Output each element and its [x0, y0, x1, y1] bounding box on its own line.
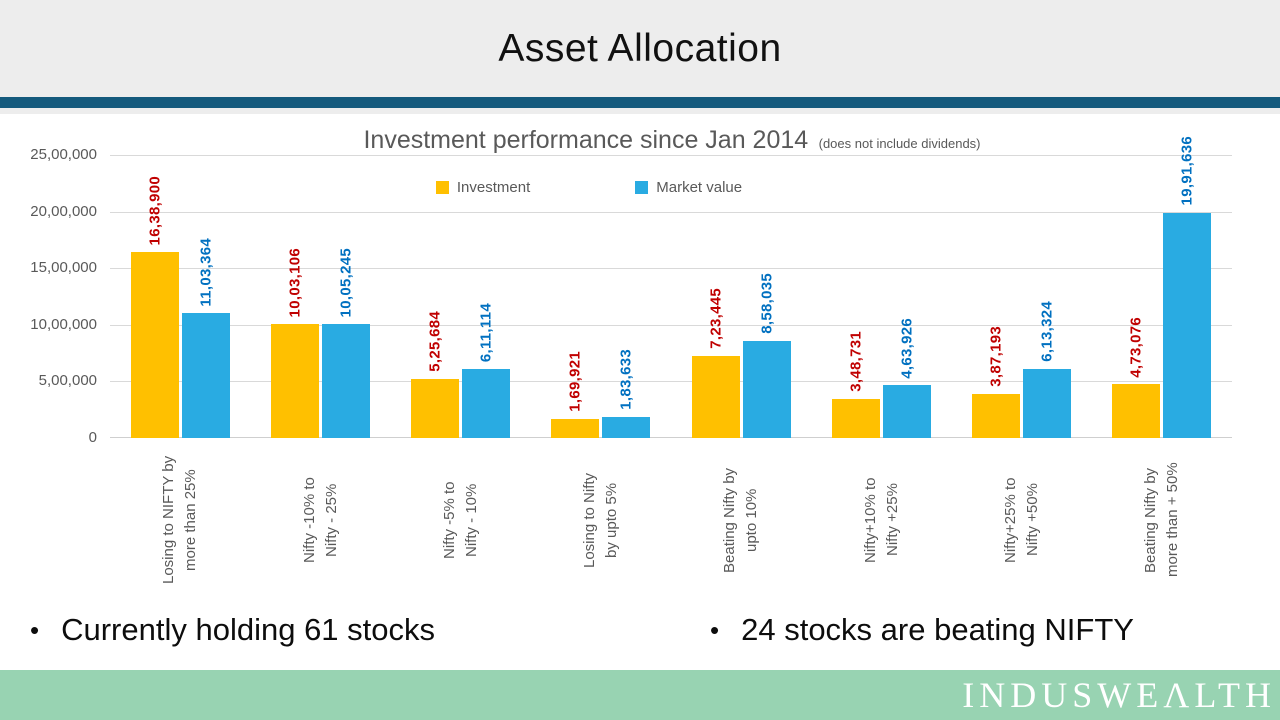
y-axis-tick-label: 15,00,000: [30, 259, 97, 277]
bar-market-value: 6,11,114: [462, 303, 511, 438]
bullet-list: • Currently holding 61 stocks • 24 stocks a…: [0, 606, 1280, 658]
chart-title-row: Investment performance since Jan 2014 (d…: [112, 126, 1232, 155]
x-axis-line: [110, 437, 1232, 438]
x-axis-category-slot: Nifty -5% to Nifty - 10%: [391, 444, 531, 596]
legend-item-market-value: Market value: [635, 179, 742, 196]
footer-banner: INDUSWEΛLTH: [0, 670, 1280, 720]
bar-investment: 3,87,193: [972, 326, 1021, 438]
header-divider: [0, 97, 1280, 108]
bar-value-label: 4,63,926: [898, 317, 916, 379]
legend-label: Investment: [456, 179, 531, 196]
induswealth-logo: INDUSWEΛLTH: [962, 670, 1280, 720]
bar-group: 5,25,684 6,11,114: [391, 155, 531, 438]
bar-value-label: 1,69,921: [566, 350, 584, 412]
slide-header: Asset Allocation: [0, 0, 1280, 97]
header-divider-shadow: [0, 108, 1280, 114]
y-axis-tick-label: 0: [88, 429, 97, 446]
gridline: [110, 268, 1232, 270]
x-axis-category-slot: Beating Nifty by more than + 50%: [1092, 444, 1232, 596]
bullet-item: • 24 stocks are beating NIFTY: [710, 612, 1134, 648]
bar-investment: 10,03,106: [270, 248, 319, 438]
bullet-text: 24 stocks are beating NIFTY: [741, 612, 1134, 647]
bar-group: 10,03,106 10,05,245: [250, 155, 390, 438]
y-axis-tick-label: 10,00,000: [30, 315, 97, 333]
gridline: [110, 324, 1232, 326]
x-axis-category-slot: Nifty -10% to Nifty - 25%: [250, 444, 390, 596]
bar-value-label: 1,83,633: [617, 349, 635, 411]
bar-market-value: 4,63,926: [882, 318, 931, 438]
bar-value-label: 11,03,364: [197, 237, 215, 307]
bar-value-label: 3,48,731: [847, 330, 865, 392]
plot-area: 16,38,900 11,03,364 10,03,106 10,05,245 5,25…: [110, 136, 1232, 438]
y-axis-tick-label: 5,00,000: [38, 372, 97, 390]
legend-swatch-investment: [435, 181, 449, 194]
bar-group: 1,69,921 1,83,633: [531, 155, 671, 438]
bullet-item: • Currently holding 61 stocks: [30, 612, 435, 648]
bar-market-value: 11,03,364: [181, 238, 230, 438]
bar-group: 3,48,731 4,63,926: [811, 155, 951, 438]
gridline: [110, 155, 1232, 156]
bar-value-label: 10,03,106: [286, 248, 304, 318]
bar-value-label: 5,25,684: [426, 310, 444, 372]
logo-text-pre: INDUSWE: [962, 675, 1164, 715]
bar-investment: 16,38,900: [130, 176, 179, 438]
bar-investment: 3,48,731: [831, 331, 880, 438]
bar-value-label: 6,11,114: [477, 302, 495, 362]
bar-group: 4,73,076 19,91,636: [1092, 136, 1232, 438]
gridline: [110, 381, 1232, 383]
bar-investment: 4,73,076: [1112, 317, 1161, 438]
x-axis-category-label: Nifty+10% to Nifty +25%: [861, 477, 901, 563]
bar-market-value: 6,13,324: [1023, 301, 1072, 438]
y-axis: 25,00,000 20,00,000 15,00,000 10,00,000 5,00…: [0, 146, 97, 446]
bar-investment: 7,23,445: [691, 288, 740, 438]
bar-group: 7,23,445 8,58,035: [671, 155, 811, 438]
bar-market-value: 10,05,245: [321, 248, 370, 438]
x-axis-category-label: Nifty -5% to Nifty - 10%: [440, 481, 480, 559]
x-axis-category-slot: Losing to Nifty by upto 5%: [531, 444, 671, 596]
x-axis-category-label: Nifty -10% to Nifty - 25%: [300, 477, 340, 563]
bar-market-value: 1,83,633: [602, 349, 651, 438]
bullet-marker: •: [30, 614, 40, 645]
bar-value-label: 19,91,636: [1178, 136, 1196, 206]
legend-swatch-market-value: [635, 181, 649, 194]
chart-title-note: (does not include dividends): [818, 136, 981, 151]
gridline: [110, 211, 1232, 213]
bullet-text: Currently holding 61 stocks: [61, 612, 436, 647]
bar-value-label: 4,73,076: [1127, 316, 1145, 378]
x-axis-category-label: Losing to Nifty by upto 5%: [581, 472, 620, 568]
bar-market-value: 8,58,035: [742, 273, 791, 438]
bar-investment: 5,25,684: [411, 311, 460, 438]
bullet-marker: •: [710, 614, 720, 645]
bar-value-label: 8,58,035: [758, 273, 776, 334]
bar-value-label: 7,23,445: [707, 288, 725, 350]
x-axis-category-slot: Nifty+25% to Nifty +50%: [952, 444, 1092, 596]
bar-group: 3,87,193 6,13,324: [952, 155, 1092, 438]
bar-market-value: 19,91,636: [1163, 136, 1212, 438]
x-axis: Losing to NIFTY by more than 25% Nifty -1…: [110, 444, 1232, 596]
chart-legend: Investment Market value: [0, 179, 1178, 196]
bar-value-label: 3,87,193: [987, 326, 1005, 388]
y-axis-tick-label: 20,00,000: [30, 202, 97, 220]
page-title: Asset Allocation: [498, 26, 782, 70]
x-axis-category-label: Beating Nifty by more than + 50%: [1142, 462, 1181, 578]
x-axis-category-slot: Nifty+10% to Nifty +25%: [811, 444, 951, 596]
x-axis-category-slot: Losing to NIFTY by more than 25%: [110, 444, 250, 596]
logo-text-post: LTH: [1194, 675, 1276, 715]
legend-item-investment: Investment: [435, 179, 531, 196]
y-axis-tick-label: 25,00,000: [30, 146, 97, 163]
x-axis-category-label: Beating Nifty by upto 10%: [721, 467, 761, 573]
logo-stylized-a: Λ: [1163, 675, 1195, 715]
bar-value-label: 10,05,245: [337, 247, 355, 318]
bars-container: 16,38,900 11,03,364 10,03,106 10,05,245 5,25…: [110, 136, 1232, 438]
x-axis-category-slot: Beating Nifty by upto 10%: [671, 444, 811, 596]
bar-value-label: 6,13,324: [1038, 300, 1056, 362]
bar-investment: 1,69,921: [551, 351, 600, 438]
legend-label: Market value: [656, 179, 743, 196]
chart-title: Investment performance since Jan 2014: [363, 126, 809, 154]
x-axis-category-label: Nifty+25% to Nifty +50%: [1001, 477, 1041, 563]
x-axis-category-label: Losing to NIFTY by more than 25%: [160, 455, 200, 585]
bar-group: 16,38,900 11,03,364: [110, 155, 250, 438]
